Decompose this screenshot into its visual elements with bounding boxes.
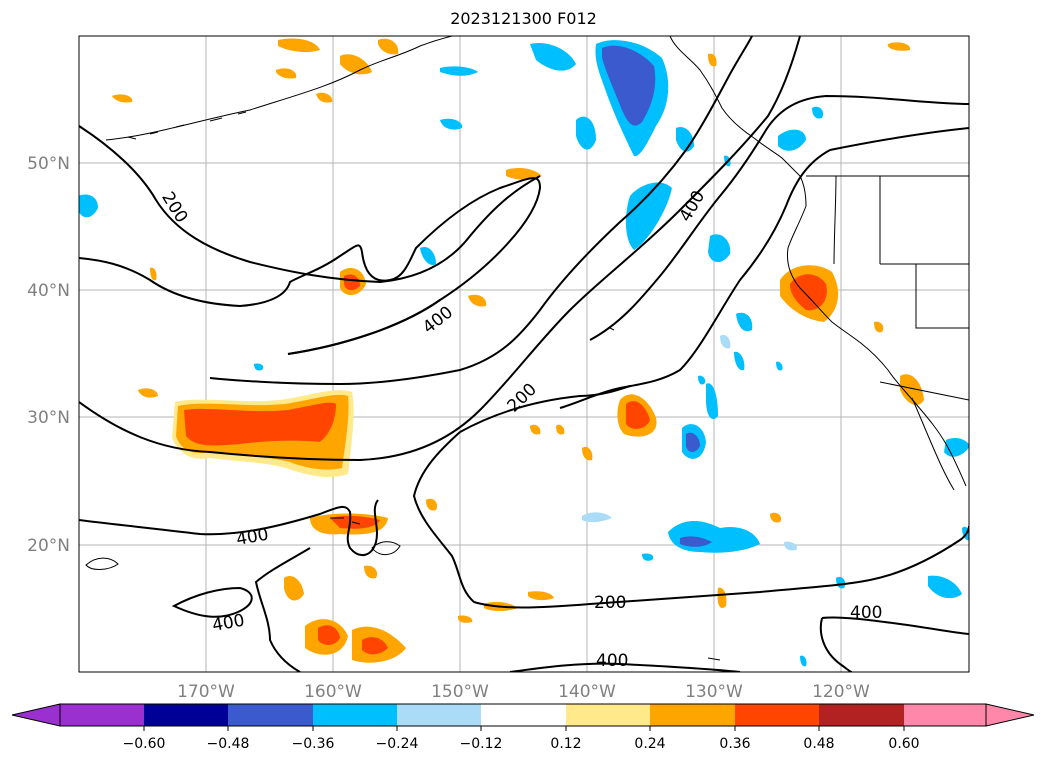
colorbar-segment <box>650 704 735 726</box>
coastlines <box>85 36 969 661</box>
colorbar-tick-label: −0.60 <box>123 736 166 752</box>
colorbar-frame <box>59 703 987 727</box>
colorbar-tick-label: 0.24 <box>634 736 665 752</box>
colorbar-tick-label: −0.48 <box>207 736 250 752</box>
colorbar-segment <box>481 704 566 726</box>
lat-label-50n: 50°N <box>27 154 70 174</box>
colorbar-segment <box>60 704 144 726</box>
colorbar-segment <box>397 704 481 726</box>
lon-label-130w: 130°W <box>685 682 743 702</box>
colorbar-segment <box>228 704 313 726</box>
colorbar-tick-label: 0.60 <box>888 736 919 752</box>
colorbar-tick-label: −0.24 <box>376 736 419 752</box>
lon-label-160w: 160°W <box>304 682 362 702</box>
colorbar-tick-label: 0.12 <box>550 736 581 752</box>
negative-anomaly-shading <box>79 40 969 667</box>
colorbar-tick-label: −0.36 <box>292 736 335 752</box>
colorbar-segment <box>566 704 650 726</box>
positive-anomaly-shading <box>112 38 924 663</box>
colorbar-high-extension <box>985 703 1035 727</box>
lon-label-150w: 150°W <box>431 682 489 702</box>
lon-label-170w: 170°W <box>177 682 235 702</box>
map-title: 2023121300 F012 <box>450 9 597 28</box>
lat-label-40n: 40°N <box>27 281 70 301</box>
colorbar-segment <box>819 704 904 726</box>
lon-label-140w: 140°W <box>558 682 616 702</box>
colorbar-ticks <box>143 726 905 731</box>
longitude-labels: 170°W 160°W 150°W 140°W 130°W 120°W <box>177 682 870 702</box>
contour-label: 400 <box>596 651 628 671</box>
map-canvas: 200 400 400 200 400 200 400 400 400 <box>79 36 969 672</box>
contour-label: 400 <box>850 603 882 623</box>
colorbar-segment <box>313 704 397 726</box>
colorbar-tick-label: 0.48 <box>803 736 834 752</box>
lat-label-30n: 30°N <box>27 408 70 428</box>
colorbar-segment <box>735 704 819 726</box>
contour-label: 200 <box>594 593 626 613</box>
colorbar-tick-labels: −0.60 −0.48 −0.36 −0.24 −0.12 0.12 0.24 … <box>123 736 920 752</box>
colorbar-segment <box>904 704 986 726</box>
contours <box>79 36 969 672</box>
lat-label-20n: 20°N <box>27 536 70 556</box>
latitude-labels: 50°N 40°N 30°N 20°N <box>27 154 70 556</box>
colorbar-tick-label: −0.12 <box>460 736 503 752</box>
map-frame <box>78 35 970 673</box>
colorbar: −0.60 −0.48 −0.36 −0.24 −0.12 0.12 0.24 … <box>11 703 1035 752</box>
colorbar-low-extension <box>11 703 61 727</box>
colorbar-tick-label: 0.36 <box>719 736 750 752</box>
lon-label-120w: 120°W <box>812 682 870 702</box>
colorbar-segment <box>144 704 228 726</box>
